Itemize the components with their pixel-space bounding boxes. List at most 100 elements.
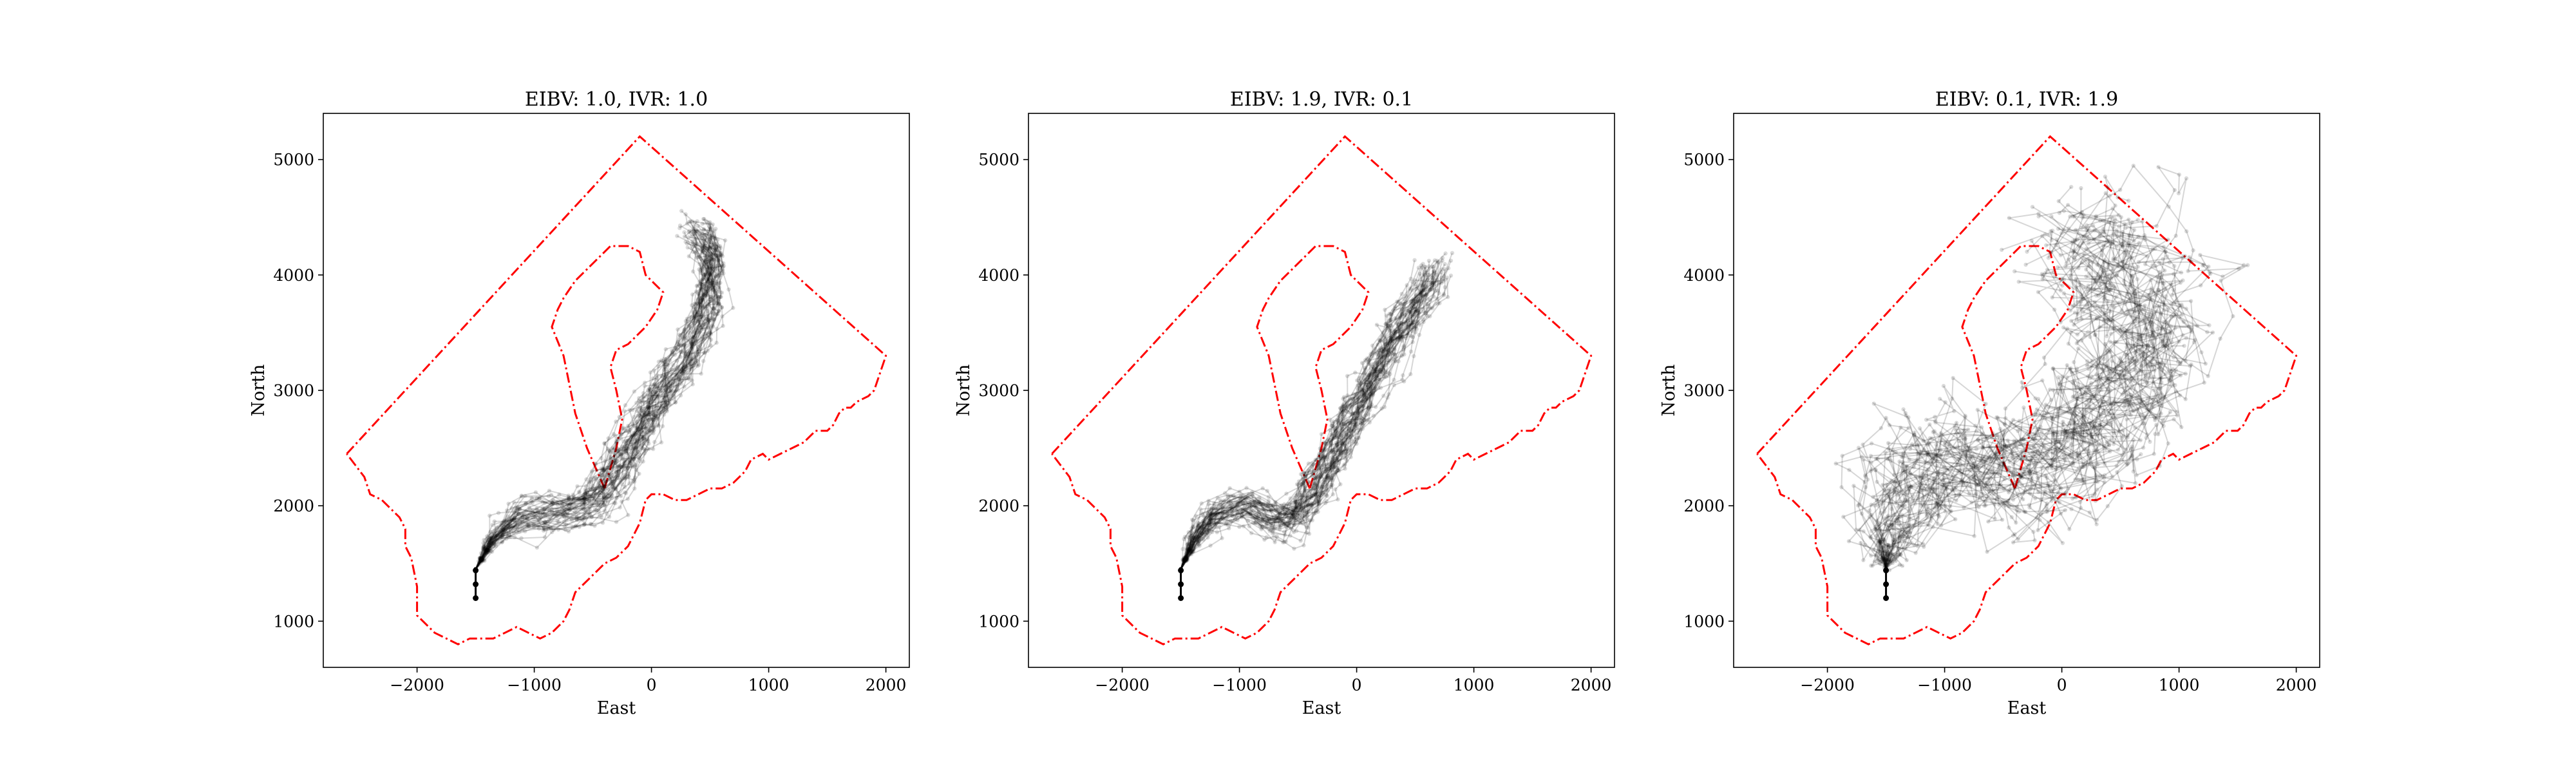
trajectory-point [1298,498,1303,503]
trajectory-point [2026,433,2031,437]
trajectory-point [2119,242,2125,247]
trajectory-point [1393,316,1397,321]
trajectory-point [1385,396,1390,400]
trajectory-point [678,343,683,347]
trajectory-point [508,523,513,528]
trajectory-point [560,502,564,508]
trajectory-point [1281,519,1286,523]
trajectory-point [711,285,715,289]
trajectory-point [638,437,642,441]
trajectory-point [705,276,710,281]
trajectory-point [621,448,626,453]
trajectory-point [2110,241,2115,246]
trajectory-point [1229,493,1233,498]
trajectory-point [2189,362,2193,367]
trajectory-point [1911,493,1915,498]
trajectory-point [2178,361,2183,366]
trajectory-point [694,242,699,246]
trajectory-point [1264,535,1269,540]
trajectory-point [641,446,645,451]
trajectory-point [719,305,724,309]
trajectory-point [1375,352,1380,357]
trajectory-point [1373,386,1378,391]
trajectory-point [2073,238,2078,243]
trajectory-point [1906,415,1911,420]
trajectory-point [517,506,522,511]
trajectory-point [1417,332,1422,338]
trajectory-point [2134,291,2138,296]
trajectory-point [1278,515,1283,519]
trajectory-point [1414,287,1418,291]
trajectory-point [639,408,644,413]
trajectory-point [1957,493,1962,498]
trajectory-point [1883,450,1888,455]
trajectory-point [500,534,505,539]
trajectory-point [1329,433,1334,437]
trajectory-point [609,493,614,497]
trajectory-point [1293,499,1298,504]
trajectory-point [2079,464,2084,470]
trajectory-point [2128,346,2133,351]
trajectory-point [640,423,645,428]
trajectory-point [2132,344,2137,348]
trajectory-point [720,314,724,319]
trajectory-point [1347,448,1351,452]
trajectory-point [509,528,513,533]
trajectory-point [650,411,655,415]
trajectory-point [1410,280,1415,284]
trajectory-point [2091,464,2096,469]
trajectory-point [611,484,615,489]
trajectory-point [1370,375,1374,380]
trajectory-point [1414,300,1419,304]
trajectory-point [692,334,697,338]
trajectory-point [2051,269,2056,274]
trajectory-point [1282,511,1287,517]
trajectory-point [2080,477,2085,482]
trajectory-point [1227,486,1232,491]
trajectory-point [698,320,703,325]
trajectory-point [1412,354,1416,358]
trajectory-point [1292,495,1297,501]
trajectory-point [511,517,516,522]
trajectory-point [2070,435,2075,440]
trajectory-point [502,519,507,523]
trajectory-point [1915,451,1920,456]
trajectory-point [1344,447,1349,452]
trajectory-point [2161,338,2165,343]
trajectory-point [1370,362,1375,367]
trajectory-point [1266,501,1271,506]
trajectory-point [1320,482,1324,486]
trajectory-point [2056,437,2061,443]
trajectory-path [1180,274,1437,598]
trajectory-point [1340,424,1345,429]
trajectory-point [1335,458,1340,463]
trajectory-point [1388,312,1393,316]
trajectory-point [1421,320,1426,324]
trajectory-point [1363,413,1368,418]
trajectory-point [1206,522,1211,527]
trajectory-point [650,405,655,410]
trajectory-point [692,341,697,346]
trajectory-point [500,535,505,540]
trajectory-point [479,556,484,560]
trajectory-point [1262,512,1267,517]
trajectory-point [2205,330,2210,334]
trajectory-point [2063,264,2068,269]
trajectory-point [1191,544,1196,548]
trajectory-point [1407,322,1412,327]
trajectory-point [2043,435,2049,440]
trajectory-point [620,444,625,449]
trajectory-path [475,243,718,598]
trajectory-point [1262,537,1267,542]
trajectory-point [681,365,685,370]
trajectory-point [519,494,524,499]
trajectory-point [646,388,650,393]
trajectory-point [656,393,661,397]
trajectory-point [493,535,497,540]
trajectory-point [700,297,705,302]
trajectory-point [1879,532,1884,537]
trajectory-point [594,486,598,491]
trajectory-path [1180,260,1430,598]
trajectory-point [2060,283,2065,288]
trajectory-point [1377,356,1381,360]
